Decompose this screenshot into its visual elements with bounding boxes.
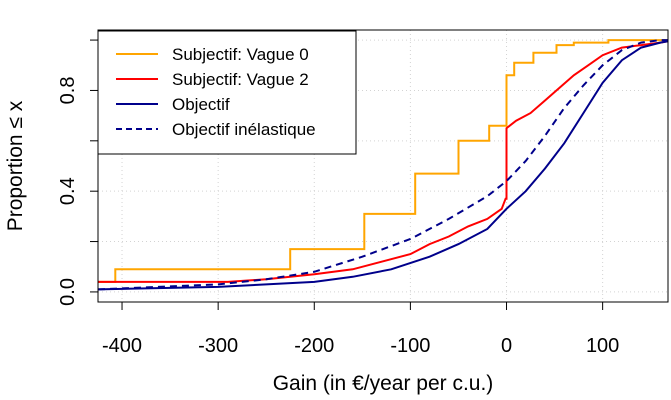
series-line: [98, 40, 669, 283]
x-tick-label: -100: [390, 335, 430, 357]
series-line: [97, 39, 668, 291]
grid: [98, 30, 668, 302]
x-tick-label: -300: [198, 335, 238, 357]
y-tick-label: 0.8: [57, 77, 79, 105]
legend-label: Objectif: [172, 95, 230, 114]
y-tick-label: 0.0: [57, 278, 79, 306]
y-axis-title: Proportion ≤ x: [4, 100, 27, 231]
x-tick-label: -200: [294, 335, 334, 357]
series-line: [97, 40, 669, 291]
y-axis: 0.0 0.4 0.8: [57, 39, 99, 306]
x-axis: -400 -300 -200 -100 0 100: [102, 301, 619, 357]
x-tick-label: -400: [102, 335, 142, 357]
y-tick-label: 0.4: [57, 177, 79, 205]
legend: Subjectif: Vague 0 Subjectif: Vague 2 Obje…: [97, 30, 357, 155]
legend-label: Objectif inélastique: [172, 120, 316, 139]
series-line: [98, 39, 668, 283]
series-lines: [97, 39, 669, 291]
x-axis-title: Gain (in €/year per c.u.): [273, 372, 494, 395]
legend-label: Subjectif: Vague 2: [172, 70, 309, 89]
legend-label: Subjectif: Vague 0: [172, 45, 309, 64]
x-tick-label: 0: [501, 335, 512, 357]
x-tick-label: 100: [586, 335, 619, 357]
legend-box: [97, 30, 357, 155]
